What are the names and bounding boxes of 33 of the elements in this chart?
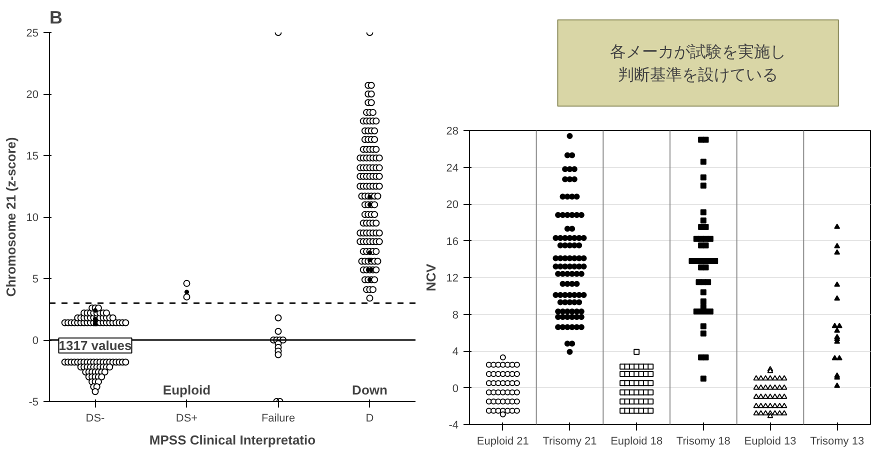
annotation: Down: [352, 382, 388, 398]
y-tick-label: -5: [28, 396, 38, 408]
y-tick-label: 25: [26, 28, 39, 40]
x-tick-label: Euploid 21: [476, 436, 529, 448]
y-tick-label: 12: [446, 272, 459, 284]
x-tick-label: Euploid 13: [744, 436, 796, 448]
y-tick-label: 24: [446, 162, 459, 174]
y-tick-label: 20: [446, 199, 459, 211]
annotation: Euploid: [162, 382, 211, 398]
x-tick-label: Trisomy 18: [676, 436, 730, 448]
y-tick-label: 28: [446, 126, 459, 138]
text: 各メーカが試験を実施し判断基準を設けている: [610, 42, 786, 84]
y-tick-label: 0: [452, 382, 459, 395]
y-tick-label: 5: [32, 274, 39, 286]
y-axis-title: Chromosome 21 (z-score): [3, 137, 18, 297]
x-tick-label: Trisomy 21: [542, 436, 597, 448]
x-tick-label: D: [366, 412, 374, 424]
x-tick-label: Trisomy 13: [810, 436, 864, 448]
y-tick-label: 10: [26, 212, 39, 224]
y-tick-label: 16: [446, 236, 459, 248]
y-tick-label: 0: [32, 335, 39, 347]
y-tick-label: 8: [452, 309, 459, 322]
y-tick-label: 4: [452, 346, 459, 358]
x-tick-label: DS-: [86, 412, 106, 424]
y-tick-label: 20: [26, 89, 39, 101]
x-tick-label: Euploid 18: [610, 436, 663, 448]
y-tick-label: -4: [448, 420, 458, 432]
chart-title: B: [50, 8, 62, 28]
y-tick-label: 15: [26, 150, 39, 162]
x-tick-label: Failure: [261, 412, 296, 424]
x-tick-label: DS+: [176, 412, 198, 424]
y-axis-title: NCV: [423, 263, 438, 292]
x-axis-title: MPSS Clinical Interpretatio: [149, 432, 316, 448]
